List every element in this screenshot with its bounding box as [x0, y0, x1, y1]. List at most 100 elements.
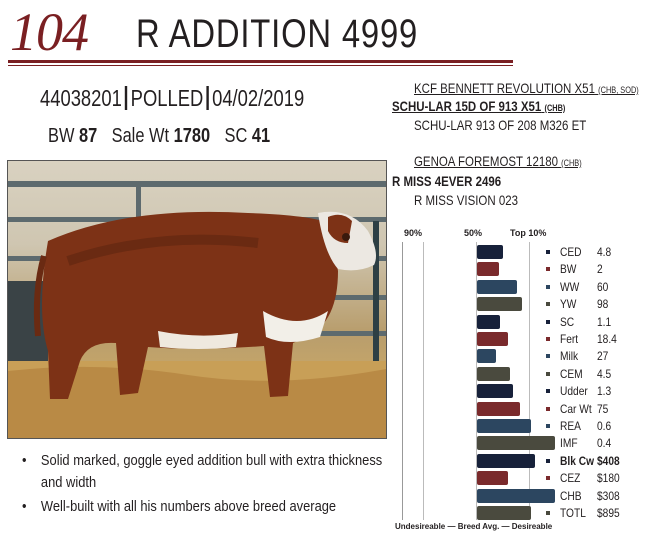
epd-bar	[477, 453, 536, 468]
pedigree-dam-sire: GENOA FOREMOST 12180 (CHB)	[414, 153, 582, 169]
epd-trait-label: SC	[560, 314, 575, 329]
epd-row: Fert 18.4	[393, 329, 645, 349]
epd-trait-label: REA	[560, 419, 581, 433]
epd-value: 60	[597, 279, 609, 294]
epd-value: 1.1	[597, 314, 612, 329]
note-item: Solid marked, goggle eyed addition bull …	[22, 450, 398, 494]
performance-stats: BW 87 Sale Wt 1780 SC 41	[48, 123, 280, 149]
epd-value: 1.3	[597, 384, 612, 399]
epd-value: $308	[597, 488, 620, 503]
epd-row: CHB $308	[393, 486, 645, 506]
epd-row: Udder 1.3	[393, 381, 645, 401]
epd-bar	[477, 366, 510, 381]
title-rule	[8, 60, 513, 63]
epd-bar	[477, 245, 504, 259]
notes-list: Solid marked, goggle eyed addition bull …	[22, 450, 382, 520]
epd-trait-label: BW	[560, 262, 577, 277]
epd-trait-label: Car Wt	[560, 401, 592, 416]
pedigree-dam: R MISS 4EVER 2496	[392, 173, 502, 189]
stat-label: SC	[224, 125, 248, 147]
epd-marker	[546, 319, 550, 324]
stat-label: BW	[48, 125, 75, 147]
epd-trait-label: Blk Cw	[560, 453, 595, 468]
pedigree-sire: SCHU-LAR 15D OF 913 X51 (CHB)	[392, 98, 566, 114]
separator	[206, 86, 209, 110]
epd-bar	[477, 349, 497, 364]
gridline	[423, 242, 424, 520]
epd-trait-label: CEZ	[560, 471, 581, 486]
epd-bar	[477, 314, 501, 329]
epd-trait-label: WW	[560, 279, 580, 294]
epd-trait-label: Milk	[560, 349, 579, 364]
animal-name: R ADDITION 4999	[136, 12, 419, 56]
epd-bar	[477, 488, 556, 503]
epd-row: Milk 27	[393, 346, 645, 366]
epd-marker	[546, 389, 550, 394]
epd-bar	[477, 297, 522, 312]
lot-number: 104	[10, 2, 89, 62]
epd-row: BW 2	[393, 259, 645, 279]
bull-illustration	[8, 181, 386, 438]
epd-value: 0.6	[597, 419, 612, 433]
epd-value: 2	[597, 262, 603, 277]
epd-trait-label: TOTL	[560, 506, 586, 520]
epd-row: Blk Cw $408	[393, 451, 645, 471]
stat-value: 41	[251, 125, 271, 147]
epd-marker	[546, 476, 550, 481]
epd-marker	[546, 337, 550, 341]
epd-row: CED 4.8	[393, 242, 645, 262]
id-line: 44038201 POLLED 04/02/2019	[40, 84, 304, 112]
chart-header-50: 50%	[464, 228, 483, 238]
registration-number: 44038201	[40, 85, 122, 111]
epd-marker	[546, 458, 550, 463]
epd-value: 0.4	[597, 436, 612, 451]
epd-row: CEM 4.5	[393, 364, 645, 384]
title-rule-thin	[8, 65, 513, 66]
pedigree-dam-dam: R MISS VISION 023	[414, 192, 518, 208]
epd-marker	[546, 424, 550, 428]
stat-value: 1780	[173, 125, 211, 147]
epd-row: SC 1.1	[393, 312, 645, 332]
epd-trait-label: Udder	[560, 384, 588, 399]
gridline	[529, 242, 530, 520]
epd-row: IMF 0.4	[393, 433, 645, 453]
epd-bar	[477, 279, 517, 294]
epd-row: Car Wt 75	[393, 399, 645, 419]
epd-bar	[477, 419, 532, 433]
epd-value: 27	[597, 349, 609, 364]
epd-chart: 90% 50% Top 10% CED 4.8 BW 2 WW 60 YW 98 SC 1.1 Fe…	[393, 228, 645, 534]
epd-bar	[477, 262, 500, 277]
epd-marker	[546, 511, 550, 515]
epd-trait-label: CHB	[560, 488, 582, 503]
epd-marker	[546, 302, 550, 307]
epd-bar	[477, 436, 556, 451]
birth-date: 04/02/2019	[212, 85, 305, 111]
epd-bar	[477, 471, 509, 486]
chart-axis	[402, 242, 403, 520]
epd-row: YW 98	[393, 294, 645, 314]
gridline	[476, 242, 477, 520]
pedigree-sire-dam: SCHU-LAR 913 OF 208 M326 ET	[414, 117, 587, 133]
polled-status: POLLED	[130, 85, 204, 111]
epd-trait-label: CED	[560, 245, 582, 259]
epd-marker	[546, 406, 550, 411]
epd-value: 4.8	[597, 245, 612, 259]
epd-bar	[477, 506, 531, 520]
epd-marker	[546, 441, 550, 446]
chart-header-top10: Top 10%	[510, 228, 547, 238]
epd-marker	[546, 284, 550, 289]
epd-bar	[477, 332, 509, 346]
epd-row: REA 0.6	[393, 416, 645, 436]
epd-trait-label: IMF	[560, 436, 578, 451]
epd-value: $180	[597, 471, 620, 486]
epd-marker	[546, 354, 550, 359]
chart-header-90: 90%	[404, 228, 423, 238]
epd-value: $408	[597, 453, 620, 468]
epd-marker	[546, 250, 550, 254]
epd-trait-label: YW	[560, 297, 577, 312]
epd-bar	[477, 401, 521, 416]
epd-marker	[546, 371, 550, 376]
epd-bar	[477, 384, 513, 399]
epd-value: $895	[597, 506, 620, 520]
stat-value: 87	[78, 125, 98, 147]
